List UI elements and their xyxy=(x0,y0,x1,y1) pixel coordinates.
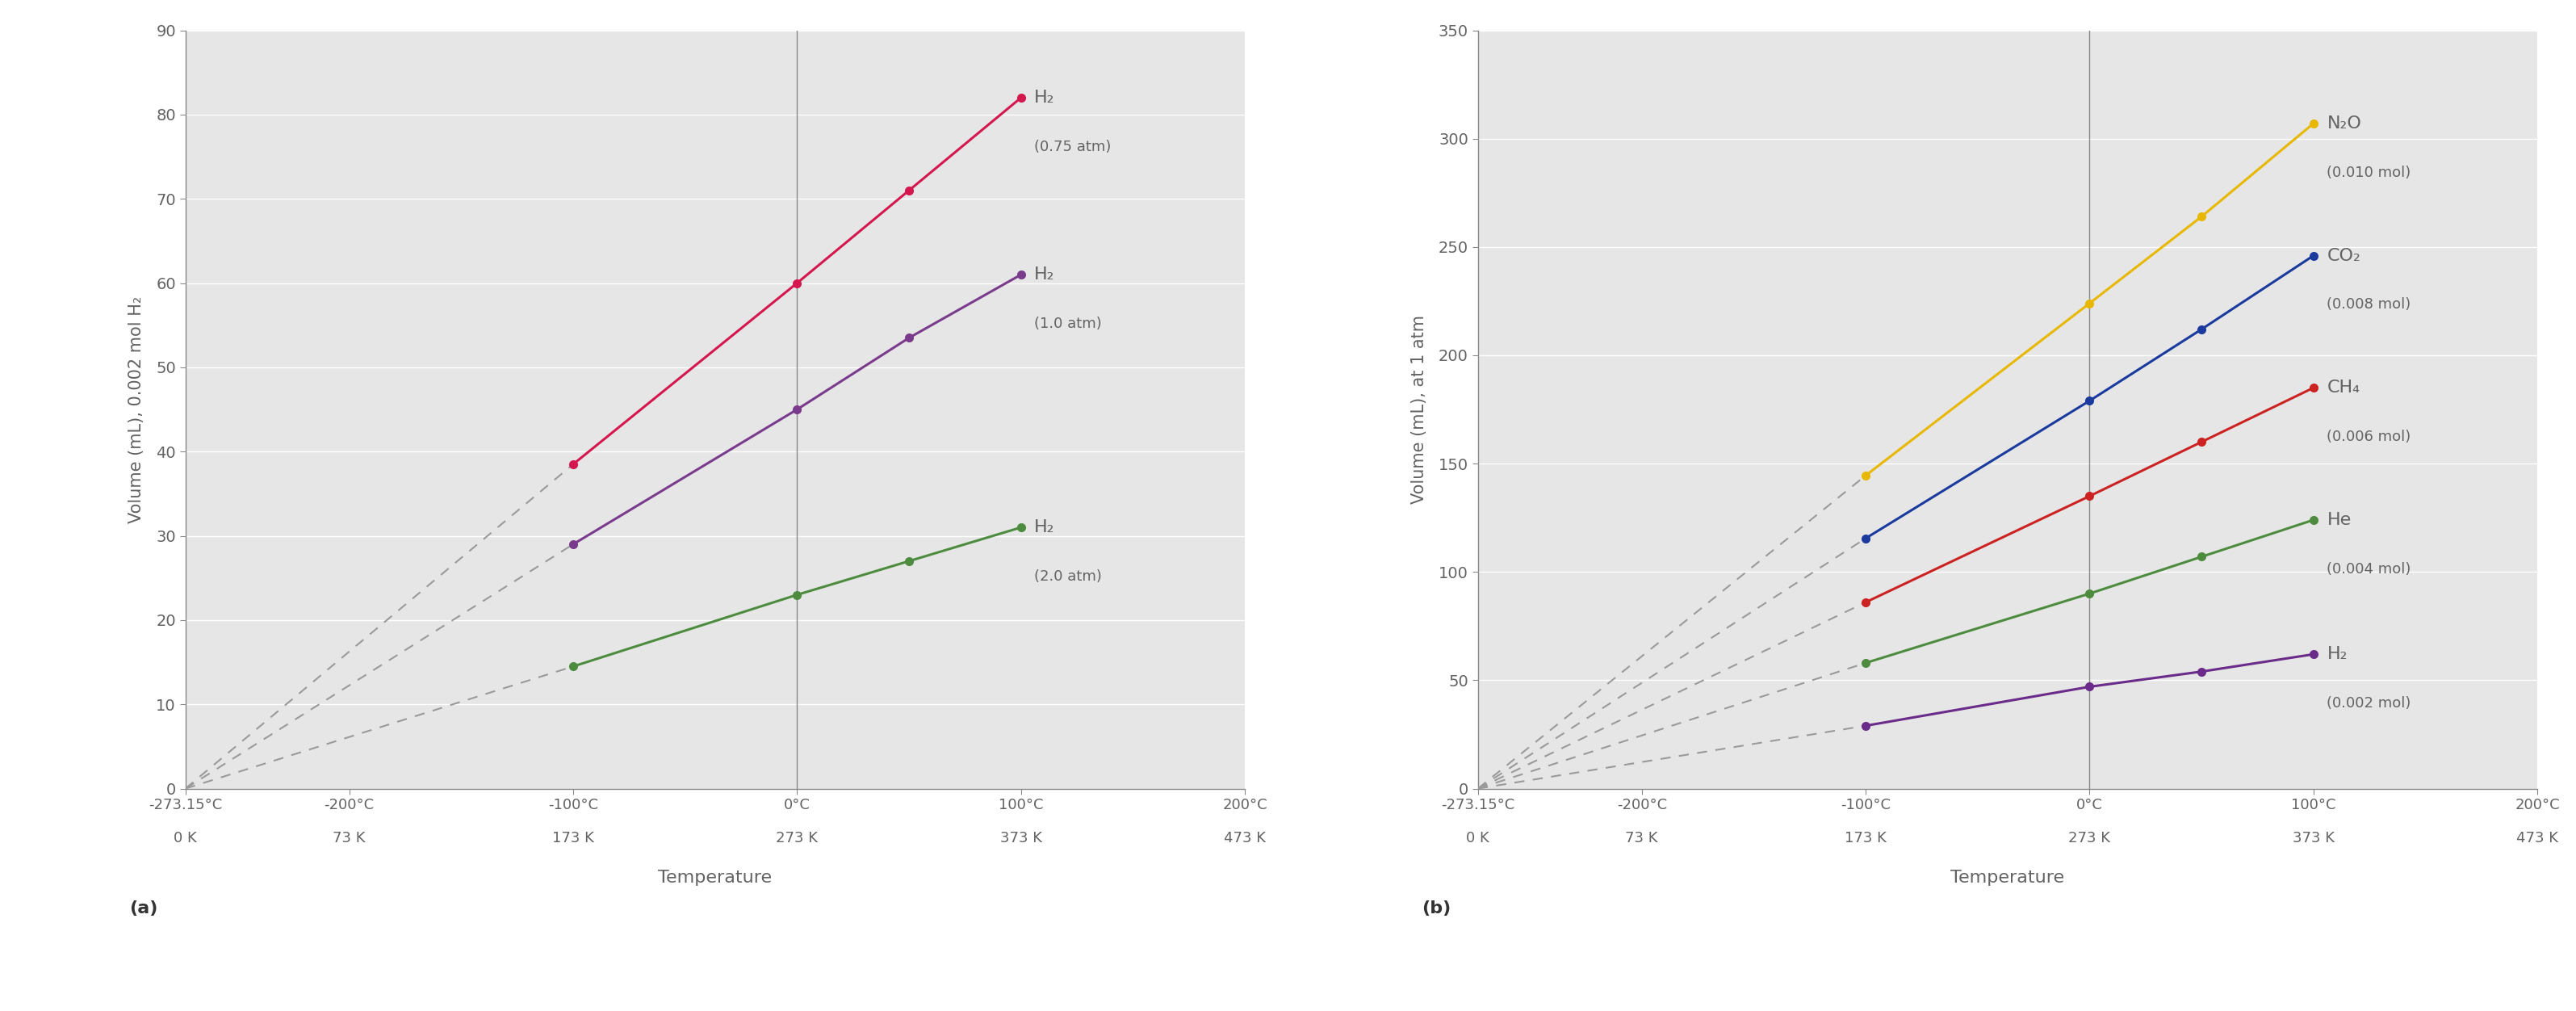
Text: CH₄: CH₄ xyxy=(2326,380,2360,396)
Text: 73 K: 73 K xyxy=(1625,831,1659,846)
Text: 473 K: 473 K xyxy=(1224,831,1265,846)
Text: (0.010 mol): (0.010 mol) xyxy=(2326,165,2411,180)
Text: 273 K: 273 K xyxy=(775,831,819,846)
Text: 273 K: 273 K xyxy=(2069,831,2110,846)
Y-axis label: Volume (mL), 0.002 mol H₂: Volume (mL), 0.002 mol H₂ xyxy=(129,296,144,523)
Text: (0.75 atm): (0.75 atm) xyxy=(1036,140,1110,154)
Text: 73 K: 73 K xyxy=(332,831,366,846)
Text: 0 K: 0 K xyxy=(173,831,198,846)
Text: H₂: H₂ xyxy=(2326,646,2347,662)
Text: (1.0 atm): (1.0 atm) xyxy=(1036,316,1103,331)
Text: H₂: H₂ xyxy=(1036,520,1056,536)
Text: 0 K: 0 K xyxy=(1466,831,1489,846)
Text: He: He xyxy=(2326,512,2352,528)
Text: (a): (a) xyxy=(129,901,157,917)
Text: 173 K: 173 K xyxy=(1844,831,1886,846)
Text: Temperature: Temperature xyxy=(659,869,773,886)
Text: H₂: H₂ xyxy=(1036,90,1056,106)
Text: (0.008 mol): (0.008 mol) xyxy=(2326,297,2411,311)
Text: N₂O: N₂O xyxy=(2326,115,2362,131)
Text: 173 K: 173 K xyxy=(551,831,595,846)
Text: (0.002 mol): (0.002 mol) xyxy=(2326,696,2411,711)
Text: (0.006 mol): (0.006 mol) xyxy=(2326,430,2411,444)
Text: (b): (b) xyxy=(1422,901,1450,917)
Text: (2.0 atm): (2.0 atm) xyxy=(1036,569,1103,583)
Text: 473 K: 473 K xyxy=(2517,831,2558,846)
Text: H₂: H₂ xyxy=(1036,267,1056,283)
Y-axis label: Volume (mL), at 1 atm: Volume (mL), at 1 atm xyxy=(1412,315,1427,503)
Text: 373 K: 373 K xyxy=(2293,831,2334,846)
Text: 373 K: 373 K xyxy=(999,831,1041,846)
Text: (0.004 mol): (0.004 mol) xyxy=(2326,562,2411,576)
Text: CO₂: CO₂ xyxy=(2326,248,2360,264)
Text: Temperature: Temperature xyxy=(1950,869,2063,886)
